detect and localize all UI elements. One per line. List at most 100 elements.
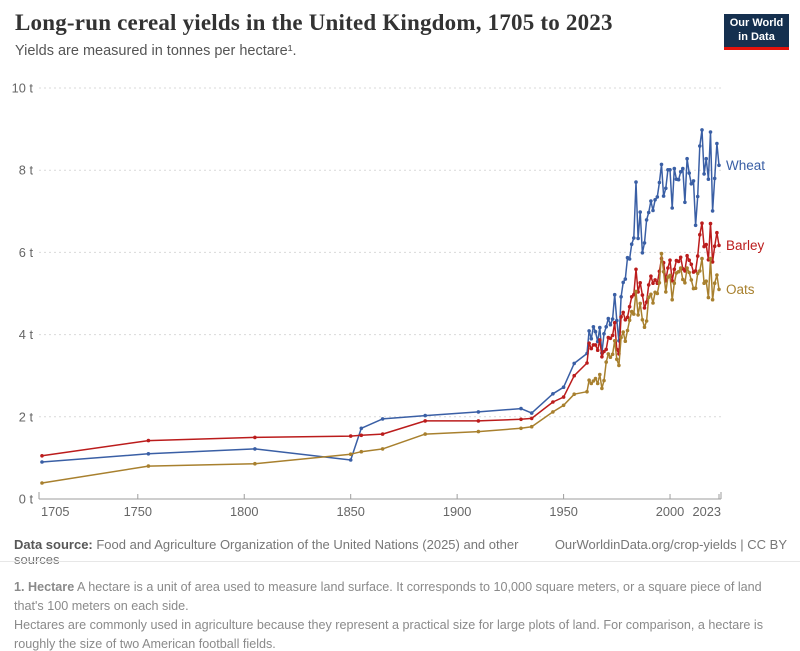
data-point[interactable] — [595, 381, 600, 386]
data-point[interactable] — [551, 410, 555, 414]
data-point[interactable] — [593, 376, 598, 381]
data-point[interactable] — [625, 328, 630, 333]
owid-url-link[interactable]: OurWorldinData.org/crop-yields — [554, 537, 737, 552]
data-point[interactable] — [621, 310, 625, 315]
data-point[interactable] — [700, 256, 704, 261]
data-point[interactable] — [651, 301, 655, 305]
data-point[interactable] — [423, 432, 428, 436]
data-point[interactable] — [632, 236, 636, 240]
data-point[interactable] — [519, 417, 523, 422]
data-point[interactable] — [646, 210, 651, 215]
data-point[interactable] — [519, 406, 523, 411]
data-point[interactable] — [653, 278, 657, 282]
data-point[interactable] — [700, 128, 704, 132]
data-point[interactable] — [627, 318, 632, 322]
data-point[interactable] — [423, 419, 428, 423]
data-point[interactable] — [672, 267, 677, 272]
series-label-barley[interactable]: Barley — [726, 238, 765, 253]
data-point[interactable] — [253, 447, 257, 451]
data-point[interactable] — [529, 424, 534, 429]
data-point[interactable] — [700, 221, 704, 225]
data-point[interactable] — [598, 338, 602, 342]
data-point[interactable] — [629, 309, 634, 314]
data-point[interactable] — [476, 410, 481, 414]
data-point[interactable] — [664, 186, 668, 191]
data-point[interactable] — [348, 458, 353, 462]
data-point[interactable] — [598, 325, 602, 330]
data-point[interactable] — [676, 177, 681, 182]
data-point[interactable] — [608, 322, 613, 327]
data-point[interactable] — [593, 329, 598, 334]
data-point[interactable] — [672, 166, 677, 171]
data-point[interactable] — [587, 378, 591, 383]
data-point[interactable] — [717, 243, 721, 248]
data-point[interactable] — [657, 281, 662, 285]
data-point[interactable] — [685, 266, 689, 270]
data-point[interactable] — [698, 269, 702, 273]
data-point[interactable] — [715, 141, 719, 146]
data-point[interactable] — [638, 281, 642, 285]
data-point[interactable] — [359, 433, 364, 438]
data-point[interactable] — [561, 385, 566, 390]
data-point[interactable] — [655, 291, 660, 296]
data-point[interactable] — [649, 199, 653, 203]
data-point[interactable] — [691, 179, 696, 183]
data-point[interactable] — [348, 434, 353, 438]
series-barley[interactable]: Barley — [40, 221, 765, 458]
data-point[interactable] — [649, 292, 653, 297]
data-point[interactable] — [608, 355, 613, 360]
data-point[interactable] — [704, 242, 708, 247]
data-point[interactable] — [708, 130, 713, 134]
data-point[interactable] — [681, 277, 685, 282]
data-point[interactable] — [561, 395, 566, 399]
data-point[interactable] — [619, 335, 623, 340]
data-point[interactable] — [612, 320, 617, 325]
data-point[interactable] — [695, 254, 700, 258]
data-point[interactable] — [670, 297, 674, 302]
data-point[interactable] — [621, 330, 625, 334]
data-point[interactable] — [678, 170, 683, 174]
data-point[interactable] — [602, 332, 606, 336]
data-point[interactable] — [636, 236, 640, 241]
data-point[interactable] — [659, 251, 664, 256]
data-point[interactable] — [644, 218, 649, 222]
data-point[interactable] — [693, 269, 698, 273]
data-point[interactable] — [668, 168, 672, 172]
data-point[interactable] — [710, 209, 715, 213]
data-point[interactable] — [664, 290, 668, 294]
data-point[interactable] — [615, 357, 619, 362]
data-point[interactable] — [253, 435, 257, 440]
data-point[interactable] — [698, 144, 702, 148]
data-point[interactable] — [600, 355, 604, 359]
data-point[interactable] — [678, 255, 683, 260]
data-point[interactable] — [591, 325, 596, 329]
data-point[interactable] — [608, 336, 613, 341]
data-point[interactable] — [600, 386, 604, 391]
data-point[interactable] — [715, 230, 719, 235]
data-point[interactable] — [359, 426, 364, 431]
data-point[interactable] — [604, 347, 608, 352]
data-point[interactable] — [685, 156, 689, 161]
data-point[interactable] — [668, 258, 672, 262]
data-point[interactable] — [619, 295, 623, 299]
data-point[interactable] — [40, 454, 44, 458]
data-point[interactable] — [706, 295, 711, 300]
data-point[interactable] — [529, 416, 534, 421]
data-point[interactable] — [572, 373, 576, 378]
data-point[interactable] — [646, 283, 651, 287]
data-point[interactable] — [551, 392, 555, 396]
data-point[interactable] — [604, 360, 608, 364]
data-point[interactable] — [704, 279, 708, 283]
data-point[interactable] — [646, 295, 651, 299]
data-point[interactable] — [683, 200, 687, 205]
data-point[interactable] — [712, 244, 717, 248]
series-label-wheat[interactable]: Wheat — [726, 158, 765, 173]
data-point[interactable] — [685, 253, 689, 258]
data-point[interactable] — [634, 180, 638, 184]
series-oats[interactable]: Oats — [40, 251, 755, 485]
data-point[interactable] — [702, 172, 706, 176]
data-point[interactable] — [670, 206, 674, 210]
data-point[interactable] — [595, 348, 600, 353]
data-point[interactable] — [585, 389, 589, 394]
